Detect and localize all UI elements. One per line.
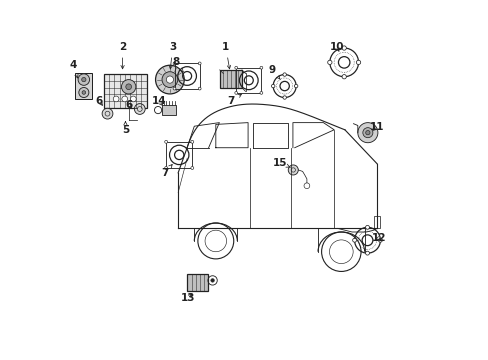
Bar	[166, 142, 192, 168]
Circle shape	[125, 84, 131, 90]
Text: 3: 3	[169, 42, 176, 69]
Circle shape	[341, 46, 346, 50]
Circle shape	[362, 128, 372, 138]
Circle shape	[283, 73, 286, 76]
Circle shape	[356, 60, 360, 64]
Text: 11: 11	[369, 122, 384, 132]
Circle shape	[155, 65, 184, 94]
Circle shape	[79, 87, 89, 98]
Circle shape	[130, 96, 136, 102]
Circle shape	[164, 140, 167, 143]
Circle shape	[82, 91, 85, 94]
Text: 12: 12	[371, 233, 386, 243]
Text: 13: 13	[180, 293, 195, 303]
Circle shape	[190, 167, 193, 170]
Text: 6: 6	[125, 100, 132, 110]
Text: 1: 1	[222, 42, 230, 69]
Circle shape	[102, 108, 113, 119]
Circle shape	[327, 60, 331, 64]
Circle shape	[283, 96, 286, 99]
Text: 7: 7	[161, 165, 172, 178]
Text: 15: 15	[273, 158, 290, 168]
Circle shape	[378, 238, 382, 242]
Circle shape	[78, 74, 89, 85]
Text: 2: 2	[119, 42, 126, 69]
Circle shape	[198, 62, 201, 65]
Circle shape	[173, 62, 176, 65]
Circle shape	[81, 77, 86, 82]
Circle shape	[162, 72, 178, 87]
Circle shape	[260, 66, 262, 69]
Circle shape	[164, 167, 167, 170]
Circle shape	[121, 80, 136, 94]
Bar	[236, 68, 261, 93]
Circle shape	[122, 96, 127, 102]
Circle shape	[365, 131, 369, 135]
Bar	[103, 74, 146, 108]
Circle shape	[173, 87, 176, 90]
Circle shape	[260, 91, 262, 94]
Circle shape	[190, 140, 193, 143]
Circle shape	[113, 96, 119, 102]
Circle shape	[234, 66, 237, 69]
Circle shape	[294, 84, 297, 88]
Circle shape	[210, 279, 214, 282]
Circle shape	[198, 87, 201, 90]
Circle shape	[271, 84, 274, 88]
Text: 5: 5	[122, 122, 129, 135]
Text: 8: 8	[172, 57, 183, 72]
Circle shape	[134, 104, 145, 114]
Circle shape	[365, 251, 369, 255]
Circle shape	[341, 75, 346, 79]
Bar	[75, 73, 92, 99]
Bar	[162, 105, 176, 115]
Text: 7: 7	[227, 94, 241, 106]
Circle shape	[352, 238, 356, 242]
Circle shape	[234, 91, 237, 94]
Text: 9: 9	[268, 64, 280, 80]
Circle shape	[357, 123, 377, 143]
Bar	[373, 216, 379, 228]
Text: 10: 10	[329, 42, 344, 52]
Circle shape	[365, 225, 369, 229]
Circle shape	[287, 165, 298, 175]
Bar	[174, 63, 199, 89]
Text: 14: 14	[152, 96, 166, 106]
Text: 6: 6	[96, 96, 102, 106]
Circle shape	[166, 76, 173, 83]
Bar	[219, 70, 242, 88]
Text: 4: 4	[69, 60, 78, 78]
Bar	[187, 274, 208, 291]
